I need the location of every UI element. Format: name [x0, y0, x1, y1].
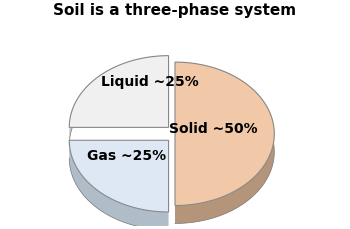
Text: Gas ~25%: Gas ~25%	[87, 148, 166, 162]
Polygon shape	[175, 63, 274, 224]
Text: Solid ~50%: Solid ~50%	[169, 122, 258, 136]
Polygon shape	[69, 56, 169, 146]
Text: Liquid ~25%: Liquid ~25%	[101, 75, 199, 89]
Polygon shape	[69, 141, 169, 212]
Polygon shape	[69, 141, 169, 229]
Polygon shape	[69, 56, 169, 128]
Title: Soil is a three-phase system: Soil is a three-phase system	[54, 3, 296, 18]
Polygon shape	[175, 63, 274, 206]
